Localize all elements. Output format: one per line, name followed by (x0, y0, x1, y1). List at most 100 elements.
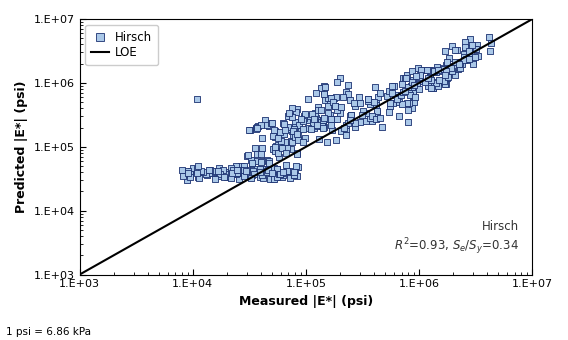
Point (249, 169, 258, 174)
Point (272, 174, 281, 180)
Point (430, 70, 439, 75)
Point (318, 122, 327, 128)
Point (216, 171, 225, 177)
Point (256, 169, 265, 174)
Point (408, 79, 417, 85)
Point (448, 69, 457, 74)
Point (269, 133, 278, 138)
Point (415, 87, 424, 92)
Point (413, 82, 422, 87)
Point (290, 169, 299, 175)
Point (364, 98, 373, 104)
Point (320, 115, 329, 121)
Point (316, 119, 325, 124)
Point (331, 104, 340, 109)
Point (428, 85, 437, 90)
Point (264, 167, 273, 172)
Point (293, 131, 302, 136)
Point (265, 158, 274, 164)
Point (243, 167, 252, 172)
Point (250, 158, 260, 164)
Point (282, 163, 291, 168)
Point (273, 150, 282, 156)
Point (253, 124, 262, 130)
Point (438, 66, 448, 72)
Point (326, 122, 335, 128)
Point (388, 90, 397, 96)
Point (241, 169, 250, 174)
Point (272, 166, 281, 172)
Point (337, 128, 346, 134)
Point (274, 136, 283, 141)
Point (237, 164, 246, 169)
Point (287, 139, 296, 145)
Point (311, 110, 320, 116)
Point (286, 171, 295, 176)
Point (464, 56, 473, 62)
Point (346, 112, 356, 118)
Point (331, 138, 340, 143)
Point (180, 173, 189, 178)
Point (359, 108, 368, 113)
Point (275, 129, 285, 135)
Point (369, 116, 378, 122)
Point (296, 117, 305, 122)
Point (270, 128, 279, 134)
Point (318, 123, 327, 129)
Point (415, 74, 424, 80)
Point (319, 124, 328, 130)
Point (326, 116, 335, 121)
Point (232, 168, 241, 173)
Point (266, 169, 275, 174)
Point (262, 122, 271, 128)
Point (248, 172, 257, 177)
Point (252, 125, 261, 130)
Point (406, 89, 415, 95)
Point (270, 134, 279, 139)
Point (298, 139, 307, 145)
Point (278, 169, 287, 175)
Point (298, 117, 307, 122)
Point (419, 68, 428, 73)
Point (465, 45, 474, 50)
Point (270, 166, 279, 171)
Point (441, 81, 450, 87)
Point (396, 92, 406, 98)
Point (459, 54, 468, 59)
Point (449, 63, 458, 68)
Point (435, 65, 444, 71)
Point (424, 75, 433, 80)
Point (410, 99, 419, 105)
Point (323, 110, 332, 116)
Point (402, 75, 411, 81)
Point (311, 90, 320, 96)
Point (465, 56, 474, 61)
Point (299, 114, 308, 119)
Point (434, 79, 443, 85)
Point (252, 152, 261, 157)
Point (400, 75, 409, 81)
Point (270, 144, 279, 150)
Point (395, 100, 404, 105)
Point (249, 172, 258, 177)
Point (408, 106, 417, 111)
Point (290, 134, 299, 139)
Point (428, 86, 437, 91)
Point (462, 56, 471, 61)
Point (219, 174, 228, 179)
Point (245, 172, 254, 177)
Point (410, 83, 419, 89)
Point (284, 110, 293, 115)
Point (235, 168, 244, 173)
Point (382, 94, 391, 99)
Point (461, 44, 470, 50)
Point (392, 92, 401, 98)
Point (311, 120, 320, 125)
Point (392, 96, 401, 101)
Point (309, 126, 318, 131)
Point (213, 168, 222, 174)
Point (210, 176, 219, 182)
Point (432, 64, 441, 70)
Point (416, 72, 425, 78)
Point (442, 68, 451, 74)
